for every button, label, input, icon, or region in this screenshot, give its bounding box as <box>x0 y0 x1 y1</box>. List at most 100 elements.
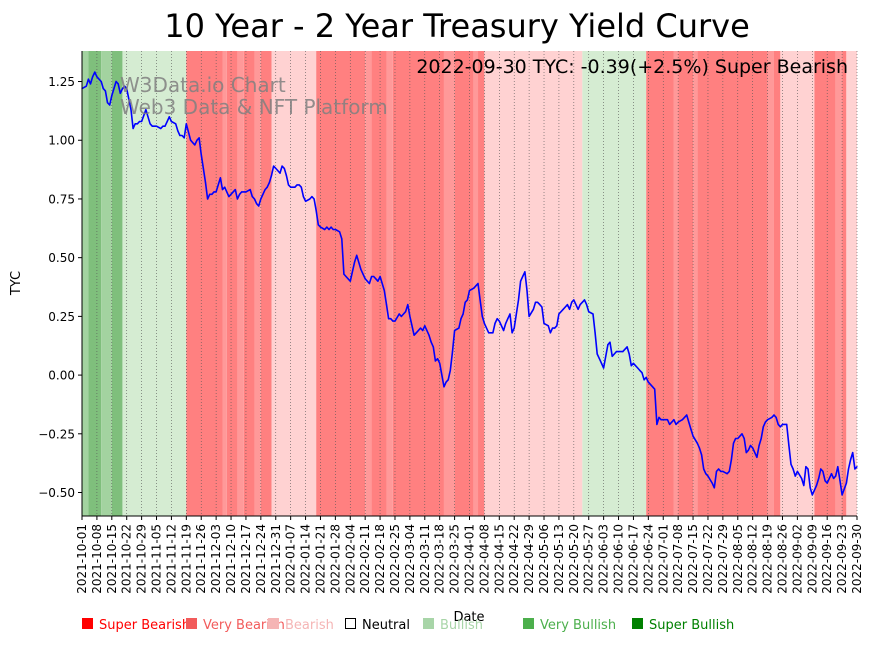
data-point <box>385 304 388 306</box>
data-point <box>771 416 773 418</box>
legend-swatch-super-bullish <box>632 618 643 629</box>
x-tick-label: 2021-11-05 <box>150 524 164 594</box>
x-tick-label: 2022-05-27 <box>582 524 596 594</box>
latest-value-annotation: 2022-09-30 TYC: -0.39(+2.5%) Super Beari… <box>416 56 848 78</box>
x-tick-label: 2021-10-08 <box>90 524 104 594</box>
data-point <box>319 226 322 228</box>
x-tick-label: 2021-11-19 <box>179 524 193 594</box>
data-point <box>196 139 198 141</box>
data-point <box>238 193 241 195</box>
data-point <box>204 181 207 184</box>
data-point <box>728 470 730 472</box>
data-point <box>345 275 347 278</box>
data-point <box>341 238 343 240</box>
data-point <box>315 210 317 212</box>
data-point <box>349 280 351 282</box>
data-point <box>451 351 454 353</box>
legend-swatch-very-bearish <box>186 618 197 629</box>
data-point <box>281 165 283 167</box>
x-tick-label: 2022-06-24 <box>641 524 655 594</box>
data-point <box>194 144 196 146</box>
y-tick-label: −0.25 <box>38 427 75 441</box>
data-point <box>362 273 364 275</box>
data-point <box>481 315 483 317</box>
data-point <box>688 421 690 423</box>
data-point <box>818 477 820 480</box>
data-point <box>494 322 496 325</box>
data-point <box>803 484 805 487</box>
chart-title: 10 Year - 2 Year Treasury Yield Curve <box>164 7 750 45</box>
regime-band <box>260 51 272 516</box>
data-point <box>579 304 581 306</box>
data-point <box>92 76 94 78</box>
x-tick-label: 2022-07-08 <box>671 524 685 594</box>
legend-label-very-bullish: Very Bullish <box>540 618 616 633</box>
data-point <box>279 172 281 174</box>
data-point <box>304 200 307 202</box>
data-point <box>464 301 466 303</box>
data-point <box>332 228 334 231</box>
data-point <box>339 231 341 233</box>
regime-band <box>386 51 393 516</box>
x-tick-label: 2021-11-26 <box>194 524 208 594</box>
x-tick-label: 2022-03-11 <box>418 524 432 594</box>
data-point <box>447 379 449 381</box>
regime-band <box>271 51 317 516</box>
x-tick-label: 2022-08-12 <box>746 524 760 594</box>
x-tick-label: 2022-09-16 <box>820 524 834 594</box>
data-point <box>522 275 524 278</box>
data-point <box>439 362 441 364</box>
data-point <box>586 304 588 306</box>
data-point <box>809 487 811 489</box>
data-point <box>669 423 671 426</box>
data-point <box>377 280 379 282</box>
regime-band <box>88 51 102 516</box>
data-point <box>347 278 349 280</box>
data-point <box>283 167 285 170</box>
data-point <box>85 85 87 87</box>
data-point <box>147 116 149 118</box>
data-point <box>368 282 371 285</box>
data-point <box>207 198 209 200</box>
data-point <box>260 198 262 200</box>
data-point <box>111 95 113 97</box>
x-tick-label: 2022-03-18 <box>433 524 447 594</box>
data-point <box>394 320 396 322</box>
data-point <box>224 186 226 188</box>
data-point <box>807 468 809 470</box>
data-point <box>123 85 126 87</box>
data-point <box>145 109 147 111</box>
x-tick-label: 2022-01-28 <box>328 524 342 594</box>
data-point <box>285 174 287 177</box>
data-point <box>100 80 102 83</box>
data-point <box>822 470 824 472</box>
data-point <box>249 188 251 191</box>
data-point <box>617 351 620 353</box>
data-point <box>779 426 781 428</box>
data-point <box>138 120 141 123</box>
x-tick-label: 2022-02-04 <box>343 524 357 594</box>
data-point <box>760 437 762 440</box>
data-point <box>155 125 158 127</box>
data-point <box>258 205 260 207</box>
data-point <box>149 123 151 125</box>
data-point <box>801 477 803 480</box>
data-point <box>677 421 679 423</box>
x-tick-label: 2022-08-05 <box>731 524 745 594</box>
data-point <box>198 137 200 139</box>
data-point <box>430 341 432 343</box>
data-point <box>183 137 185 139</box>
data-point <box>317 224 319 226</box>
data-point <box>151 125 153 127</box>
regime-band <box>371 51 387 516</box>
data-point <box>213 191 215 193</box>
data-point <box>117 83 119 85</box>
legend-swatch-bullish <box>423 618 434 629</box>
data-point <box>96 76 98 78</box>
regime-band <box>186 51 223 516</box>
data-point <box>192 141 194 144</box>
data-point <box>766 419 769 421</box>
data-point <box>373 275 375 278</box>
data-point <box>449 369 451 371</box>
data-point <box>577 308 579 310</box>
